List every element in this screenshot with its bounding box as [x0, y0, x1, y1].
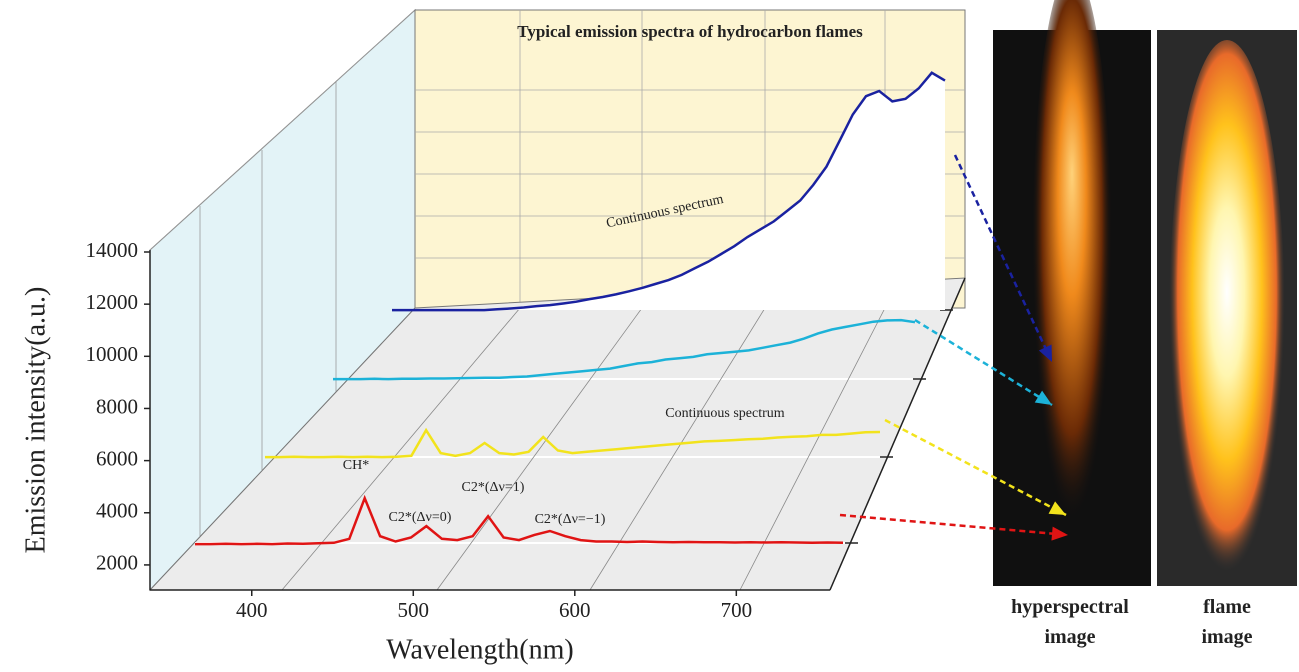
annotation: Continuous spectrum	[665, 406, 784, 421]
flame-shape	[1169, 40, 1285, 600]
x-axis-title: Wavelength(nm)	[386, 634, 573, 665]
hyperspectral-flame	[1032, 0, 1112, 550]
y-tick-label: 2000	[96, 551, 138, 575]
depth-axis	[829, 277, 966, 591]
x-tick-label: 600	[559, 598, 591, 622]
arrow	[953, 154, 1054, 363]
left-wall-grid	[149, 9, 416, 536]
series-line	[195, 494, 844, 546]
y-axis-title: Emission intensity(a.u.)	[20, 287, 51, 554]
x-tick-label: 700	[721, 598, 753, 622]
series-line	[392, 71, 946, 312]
annotation: C2*(Δν=1)	[462, 480, 525, 495]
x-tick-label: 500	[398, 598, 430, 622]
arrow-head	[1048, 501, 1066, 515]
y-tick-label: 12000	[86, 290, 139, 314]
annotation: C2*(Δν=0)	[389, 510, 452, 525]
x-tick-label: 400	[236, 598, 268, 622]
arrow	[914, 318, 1053, 407]
image-label: flame image	[1201, 596, 1252, 648]
arrow-head	[1038, 344, 1052, 362]
chart-title: Typical emission spectra of hydrocarbon …	[517, 22, 863, 41]
series-line	[265, 427, 881, 459]
y-tick-label: 14000	[86, 238, 139, 262]
annotation: CH*	[343, 458, 369, 473]
arrow-head	[1051, 526, 1068, 541]
arrow-head	[1034, 390, 1052, 405]
series-fill	[392, 72, 945, 311]
arrow	[884, 418, 1067, 517]
image-label: hyperspectral image	[1011, 596, 1129, 648]
y-tick-label: 4000	[96, 499, 138, 523]
arrow	[839, 513, 1069, 537]
y-tick-label: 10000	[86, 342, 139, 366]
y-tick-label: 6000	[96, 446, 138, 470]
annotation: C2*(Δν=−1)	[535, 512, 606, 527]
y-tick-label: 8000	[96, 394, 138, 418]
series-line	[333, 318, 916, 381]
